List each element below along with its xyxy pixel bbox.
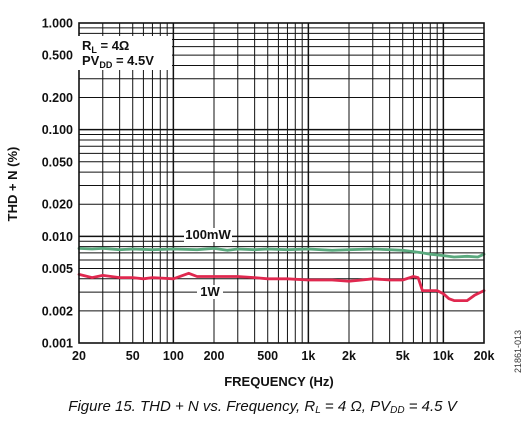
y-tick-label: 0.050 <box>42 155 73 169</box>
series-line-100mw <box>77 246 486 259</box>
y-tick-label: 1.000 <box>42 17 73 31</box>
x-tick-label: 500 <box>257 349 278 363</box>
series-label-100mw: 100mW <box>185 227 231 242</box>
x-tick-label: 2k <box>342 349 356 363</box>
series-line-1w <box>77 271 486 303</box>
label-100mw-background <box>184 228 232 242</box>
x-tick-label: 50 <box>126 349 140 363</box>
grid-lines <box>79 23 484 343</box>
y-tick-label: 0.001 <box>42 337 73 351</box>
figure-id: 21861-013 <box>513 330 523 374</box>
thd-n-frequency-chart: 20 50 100 200 500 1k 2k 5k 10k 20k 1.000 0.500 0.200… <box>5 17 495 390</box>
x-tick-label: 5k <box>396 349 410 363</box>
y-axis-label: THD + N (%) <box>5 147 20 222</box>
y-tick-label: 0.010 <box>42 230 73 244</box>
label-1w-background <box>197 285 223 299</box>
plot-frame <box>78 22 485 344</box>
series-layer <box>77 246 486 303</box>
figure-caption: Figure 15. THD + N vs. Frequency, RL = 4… <box>68 398 457 416</box>
x-tick-label: 20k <box>474 349 495 363</box>
tick-labels: 20 50 100 200 500 1k 2k 5k 10k 20k 1.000 0.500 0.200… <box>42 17 495 364</box>
x-tick-label: 1k <box>301 349 315 363</box>
y-tick-label: 0.500 <box>42 49 73 63</box>
x-axis-label: FREQUENCY (Hz) <box>224 374 334 389</box>
x-tick-label: 200 <box>204 349 225 363</box>
x-tick-label: 10k <box>433 349 454 363</box>
y-tick-label: 0.100 <box>42 123 73 137</box>
x-tick-label: 100 <box>163 349 184 363</box>
y-tick-label: 0.002 <box>42 304 73 318</box>
series-label-1w: 1W <box>200 284 220 299</box>
y-tick-label: 0.020 <box>42 198 73 212</box>
condition-rl: RL = 4Ω <box>82 38 129 55</box>
x-tick-label: 20 <box>72 349 86 363</box>
y-tick-label: 0.200 <box>42 91 73 105</box>
condition-pvdd: PVDD = 4.5V <box>82 53 154 70</box>
y-tick-label: 0.005 <box>42 262 73 276</box>
conditions-box <box>78 36 172 70</box>
